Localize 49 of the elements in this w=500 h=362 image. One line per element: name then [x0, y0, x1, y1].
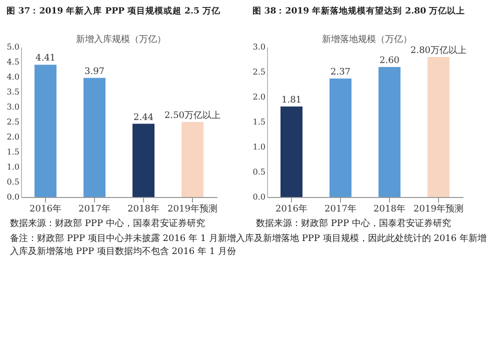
- y-tick-label: 0.5: [6, 178, 20, 186]
- text: 备注：财政部 PPP 项目中心并未披露 2016 年 1 月新增入库及新增落地 PPP 项目规模，因此此处统计的 2016 年新增入库及新增落地 PPP 项目数据均不包含 2016 年 1 月份: [10, 233, 488, 259]
- bar: [330, 78, 352, 197]
- data-label: 2.80万亿以上: [410, 45, 467, 56]
- data-label: 2.37: [330, 68, 351, 78]
- bar: [132, 124, 154, 197]
- data-label: 1.81: [281, 96, 302, 106]
- x-tick-label: 2019年预测: [414, 204, 464, 214]
- bar: [34, 64, 56, 197]
- x-tick-label: 2016年: [276, 204, 308, 214]
- bar: [428, 57, 450, 197]
- bar: [84, 78, 106, 197]
- y-tick-label: 1.0: [6, 162, 20, 172]
- data-label: 4.41: [35, 54, 56, 64]
- data-label: 2.60: [379, 56, 400, 66]
- x-tick-label: 2018年: [128, 204, 160, 214]
- y-tick-label: 2.5: [252, 68, 266, 76]
- source-note: 数据来源：财政部 PPP 中心，国泰君安证券研究: [256, 218, 452, 230]
- chart-title: 图 37：2019 年新入库 PPP 项目规模或超 2.5 万亿: [6, 5, 222, 16]
- bar: [378, 67, 400, 197]
- y-tick-label: 2.5: [6, 118, 20, 126]
- y-tick-label: 0.0: [252, 192, 266, 202]
- chart-subtitle: 新增入库规模（万亿）: [76, 34, 166, 45]
- chart-title: 图 38：2019 年新落地规模有望达到 2.80 万亿以上: [252, 5, 466, 16]
- data-label: 2.50万亿以上: [164, 110, 221, 121]
- chart-subtitle: 新增落地规模（万亿）: [322, 34, 412, 45]
- y-tick-label: 1.5: [6, 148, 20, 156]
- data-label: 2.44: [133, 112, 154, 123]
- bar: [182, 122, 204, 197]
- y-tick-label: 5.0: [6, 42, 20, 52]
- y-tick-label: 2.0: [252, 92, 266, 102]
- y-tick-label: 4.0: [6, 72, 20, 82]
- y-tick-label: 1.5: [252, 118, 266, 126]
- y-tick-label: 3.0: [252, 42, 266, 52]
- bar: [280, 106, 302, 197]
- y-tick-label: 0.0: [6, 192, 20, 202]
- y-tick-label: 1.0: [252, 142, 266, 152]
- x-tick-label: 2018年: [374, 204, 406, 214]
- source-note: 数据来源：财政部 PPP 中心，国泰君安证券研究: [10, 218, 206, 230]
- x-tick-label: 2019年预测: [168, 204, 218, 214]
- y-tick-label: 4.5: [6, 58, 20, 66]
- x-tick-label: 2016年: [30, 204, 62, 214]
- y-tick-label: 0.5: [252, 168, 266, 176]
- y-tick-label: 3.0: [6, 102, 20, 112]
- y-tick-label: 2.0: [6, 132, 20, 142]
- data-label: 3.97: [84, 66, 105, 77]
- y-tick-label: 3.5: [6, 88, 20, 96]
- x-tick-label: 2017年: [324, 204, 356, 214]
- x-tick-label: 2017年: [78, 204, 110, 214]
